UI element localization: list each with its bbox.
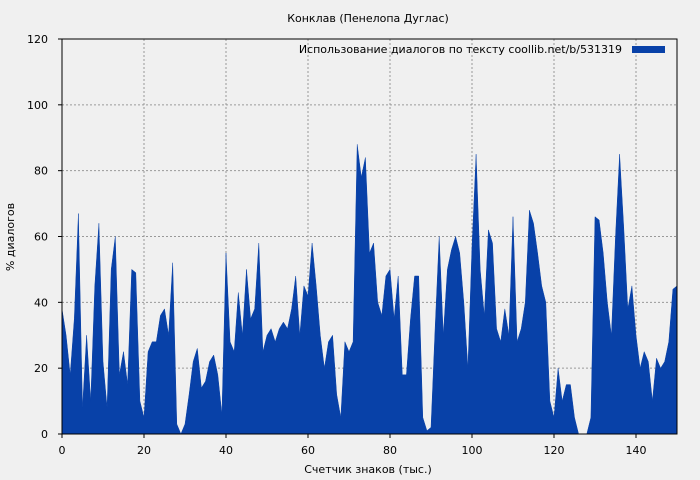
x-tick-label: 80 (383, 444, 397, 457)
chart-title: Конклав (Пенелопа Дуглас) (287, 12, 449, 25)
x-tick-label: 20 (137, 444, 151, 457)
x-tick-label: 40 (219, 444, 233, 457)
plot-area (61, 144, 678, 435)
x-tick-label: 100 (462, 444, 483, 457)
x-axis-label: Счетчик знаков (тыс.) (304, 463, 432, 476)
x-tick-label: 60 (301, 444, 315, 457)
x-tick-label: 120 (544, 444, 565, 457)
y-tick-label: 100 (27, 99, 48, 112)
x-tick-label: 140 (626, 444, 647, 457)
y-tick-label: 120 (27, 33, 48, 46)
y-tick-label: 20 (34, 362, 48, 375)
y-axis-label: % диалогов (4, 203, 17, 271)
legend: Использование диалогов по тексту coollib… (299, 43, 665, 56)
y-tick-label: 80 (34, 165, 48, 178)
legend-label: Использование диалогов по тексту coollib… (299, 43, 622, 56)
y-tick-label: 60 (34, 231, 48, 244)
y-tick-label: 0 (41, 428, 48, 441)
legend-swatch (632, 46, 665, 53)
x-axis: 0 20 40 60 80 100 120 140 (59, 434, 647, 457)
x-tick-label: 0 (59, 444, 66, 457)
y-tick-label: 40 (34, 296, 48, 309)
series-area (61, 144, 678, 435)
y-axis: 0 20 40 60 80 100 120 (27, 33, 62, 441)
